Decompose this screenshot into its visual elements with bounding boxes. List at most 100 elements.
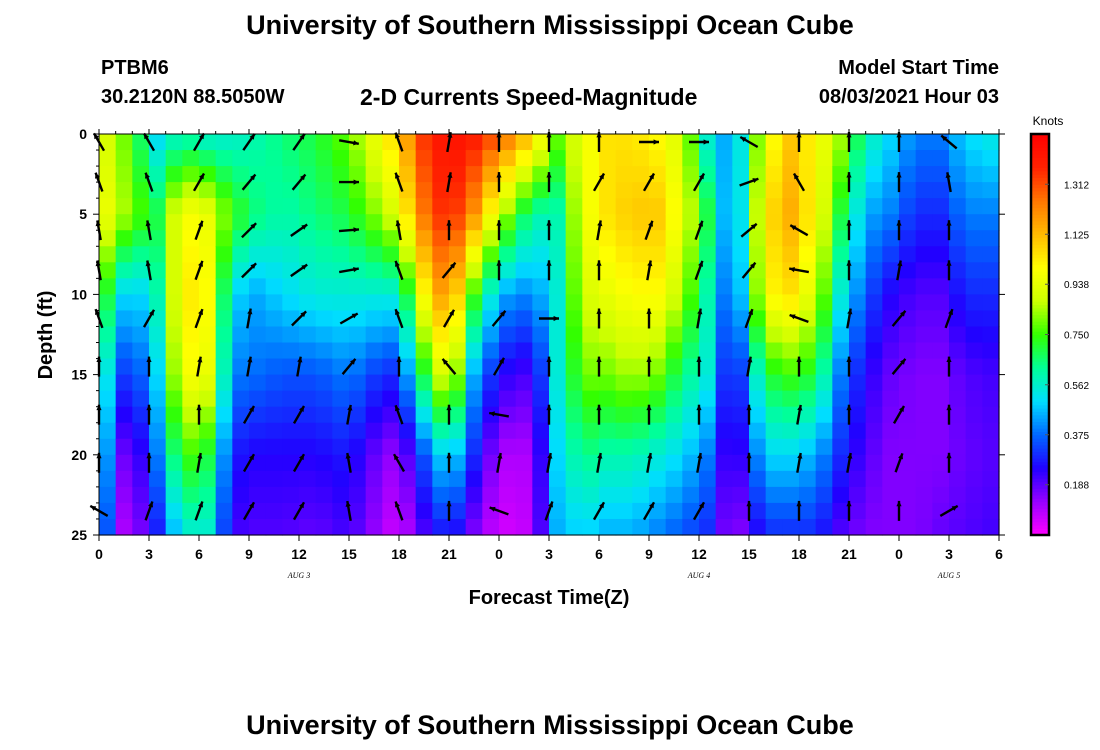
heatmap-cell — [782, 438, 800, 456]
heatmap-cell — [649, 486, 667, 504]
x-tick-label: 21 — [841, 546, 857, 562]
heatmap-cell — [365, 262, 383, 279]
heatmap-cell — [282, 502, 300, 520]
heatmap-cell — [815, 230, 833, 247]
heatmap-cell — [365, 358, 383, 376]
heatmap-cell — [682, 310, 700, 328]
heatmap-cell — [765, 246, 783, 263]
x-tick-label: 18 — [391, 546, 407, 562]
heatmap-cell — [515, 246, 533, 263]
heatmap-cell — [715, 214, 733, 231]
heatmap-cell — [649, 166, 667, 183]
heatmap-cell — [815, 294, 833, 312]
heatmap-cell — [349, 326, 367, 344]
heatmap-cell — [399, 310, 417, 328]
heatmap-cell — [249, 326, 267, 344]
heatmap-cell — [115, 294, 133, 312]
heatmap-cell — [399, 358, 417, 376]
heatmap-cell — [649, 230, 667, 247]
heatmap-cell — [449, 454, 467, 472]
heatmap-cell — [215, 374, 233, 392]
heatmap-cell — [782, 230, 800, 247]
heatmap-cell — [515, 406, 533, 424]
current-vector-arrow — [796, 452, 803, 473]
heatmap-cell — [199, 262, 217, 279]
heatmap-cell — [815, 422, 833, 440]
heatmap-cell — [699, 518, 717, 536]
heatmap-cell — [449, 470, 467, 488]
heatmap-cell — [365, 134, 383, 151]
heatmap-cell — [732, 198, 750, 215]
heatmap-cell — [815, 438, 833, 456]
heatmap-cell — [99, 342, 117, 360]
heatmap-cell — [665, 486, 683, 504]
heatmap-cell — [349, 182, 367, 199]
heatmap-cell — [749, 134, 767, 151]
heatmap-cell — [249, 182, 267, 199]
current-vector-arrow — [446, 452, 452, 473]
heatmap-cell — [532, 390, 550, 408]
heatmap-cell — [665, 406, 683, 424]
heatmap-cell — [349, 246, 367, 263]
heatmap-cell — [882, 390, 900, 408]
current-vector-arrow — [792, 172, 806, 192]
heatmap-cell — [665, 230, 683, 247]
heatmap-cell — [115, 166, 133, 183]
y-tick-label: 25 — [71, 527, 87, 543]
heatmap-cell — [115, 198, 133, 215]
heatmap-cell — [965, 486, 983, 504]
heatmap-cell — [399, 374, 417, 392]
heatmap-cell — [599, 182, 617, 199]
current-vector-arrow — [496, 260, 502, 281]
current-vector-arrow — [644, 220, 654, 241]
heatmap-cell — [882, 454, 900, 472]
heatmap-cell — [882, 278, 900, 295]
heatmap-cell — [582, 502, 600, 520]
heatmap-cell — [749, 470, 767, 488]
heatmap-cell — [165, 390, 183, 408]
current-vector-arrow — [196, 356, 203, 377]
heatmap-cell — [765, 326, 783, 344]
heatmap-cell — [899, 374, 917, 392]
heatmap-cell — [265, 342, 283, 360]
heatmap-cell — [432, 422, 450, 440]
heatmap-cell — [632, 246, 650, 263]
heatmap-cell — [832, 454, 850, 472]
current-vector-arrow — [392, 453, 406, 473]
heatmap-cell — [115, 150, 133, 167]
heatmap-cell — [932, 342, 950, 360]
current-vector-arrow — [241, 173, 257, 191]
heatmap-cell — [899, 294, 917, 312]
colorbar-segment — [1031, 494, 1049, 499]
current-vector-arrow — [896, 220, 902, 241]
heatmap-cell — [765, 486, 783, 504]
heatmap-cell — [632, 438, 650, 456]
heatmap-cell — [282, 262, 300, 279]
heatmap-cell — [749, 518, 767, 536]
heatmap-cell — [732, 422, 750, 440]
heatmap-cell — [432, 198, 450, 215]
heatmap-cell — [515, 134, 533, 151]
heatmap-cell — [682, 294, 700, 312]
current-vector-arrow — [796, 132, 802, 152]
heatmap-cell — [732, 246, 750, 263]
x-tick-label: 6 — [195, 546, 203, 562]
heatmap-cell — [349, 374, 367, 392]
heatmap-cell — [415, 230, 433, 247]
colorbar-segment — [1031, 391, 1049, 396]
heatmap-cell — [749, 422, 767, 440]
heatmap-cell — [349, 262, 367, 279]
heatmap-cell — [482, 310, 500, 328]
heatmap-cell — [315, 454, 333, 472]
current-vector-arrow — [394, 501, 404, 521]
current-vector-arrow — [744, 308, 754, 329]
heatmap-cell — [949, 438, 967, 456]
current-vector-arrow — [394, 172, 404, 192]
heatmap-cell — [515, 342, 533, 360]
current-vector-arrow — [446, 404, 452, 425]
heatmap-cell — [615, 246, 633, 263]
heatmap-cell — [949, 214, 967, 231]
x-axis-label: Forecast Time(Z) — [469, 587, 630, 609]
heatmap-cell — [749, 358, 767, 376]
heatmap-cell — [332, 230, 350, 247]
